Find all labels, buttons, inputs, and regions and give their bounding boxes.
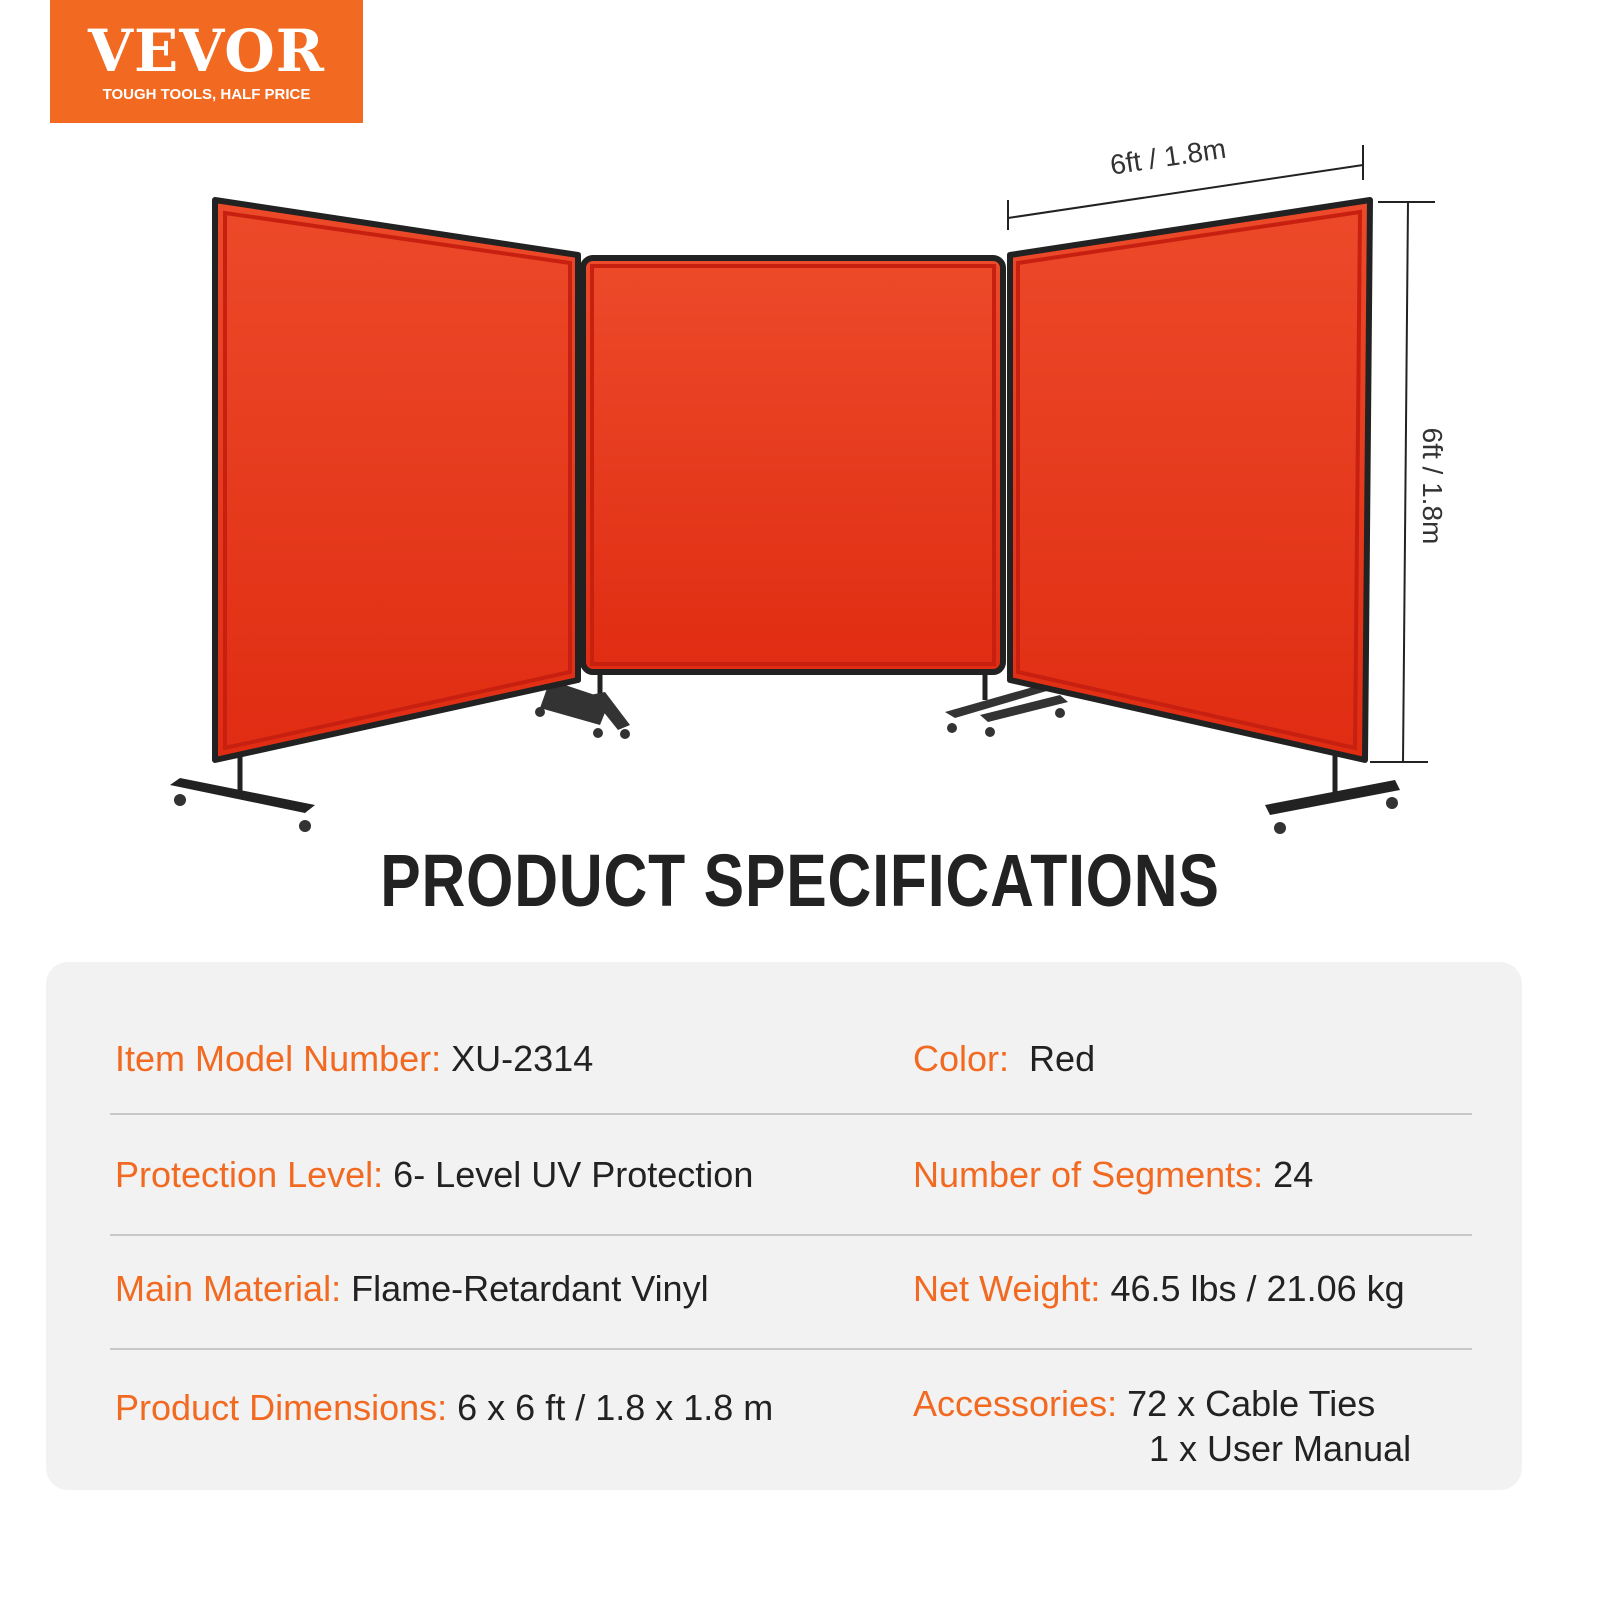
- right-panel: [980, 197, 1400, 834]
- spec-label: Item Model Number:: [115, 1038, 442, 1079]
- spec-segments: Number of Segments: 24: [913, 1154, 1313, 1196]
- spec-label: Protection Level:: [115, 1154, 384, 1195]
- spec-value: 24: [1273, 1154, 1314, 1195]
- spec-value: 6- Level UV Protection: [393, 1154, 754, 1195]
- spec-accessories-line2: 1 x User Manual: [1149, 1428, 1411, 1470]
- logo-tagline: TOUGH TOOLS, HALF PRICE: [102, 86, 311, 103]
- left-panel: [170, 197, 610, 832]
- spec-label: Color:: [913, 1038, 1010, 1079]
- spec-model: Item Model Number: XU-2314: [115, 1038, 593, 1080]
- spec-protection: Protection Level: 6- Level UV Protection: [115, 1154, 753, 1196]
- logo-brand: VEVOR: [88, 17, 325, 85]
- spec-value: Red: [1029, 1038, 1096, 1079]
- height-dimension-line: [1370, 201, 1435, 763]
- spec-accessories: Accessories: 72 x Cable Ties: [913, 1383, 1375, 1425]
- height-label: 6ft / 1.8m: [1417, 427, 1448, 545]
- middle-panel: [580, 255, 1050, 739]
- specifications-panel: Item Model Number: XU-2314 Color: Red Pr…: [46, 962, 1522, 1490]
- spec-weight: Net Weight: 46.5 lbs / 21.06 kg: [913, 1268, 1405, 1310]
- width-dimension-line: [1007, 145, 1364, 230]
- vevor-logo: VEVOR TOUGH TOOLS, HALF PRICE: [50, 0, 363, 123]
- spec-label: Accessories:: [913, 1383, 1118, 1424]
- spec-value: 6 x 6 ft / 1.8 x 1.8 m: [457, 1387, 774, 1428]
- spec-value: 46.5 lbs / 21.06 kg: [1110, 1268, 1405, 1309]
- spec-product-dimensions: Product Dimensions: 6 x 6 ft / 1.8 x 1.8…: [115, 1387, 773, 1429]
- divider: [110, 1234, 1472, 1236]
- spec-value: 1 x User Manual: [1149, 1428, 1412, 1469]
- spec-material: Main Material: Flame-Retardant Vinyl: [115, 1268, 709, 1310]
- divider: [110, 1113, 1472, 1115]
- spec-label: Main Material:: [115, 1268, 342, 1309]
- spec-color: Color: Red: [913, 1038, 1095, 1080]
- spec-label: Product Dimensions:: [115, 1387, 448, 1428]
- spec-value: 72 x Cable Ties: [1127, 1383, 1376, 1424]
- welding-screen-image: [170, 145, 1435, 834]
- spec-value: Flame-Retardant Vinyl: [351, 1268, 709, 1309]
- page-title: PRODUCT SPECIFICATIONS: [380, 839, 1220, 922]
- spec-label: Net Weight:: [913, 1268, 1101, 1309]
- divider: [110, 1348, 1472, 1350]
- spec-value: XU-2314: [451, 1038, 594, 1079]
- spec-label: Number of Segments:: [913, 1154, 1264, 1195]
